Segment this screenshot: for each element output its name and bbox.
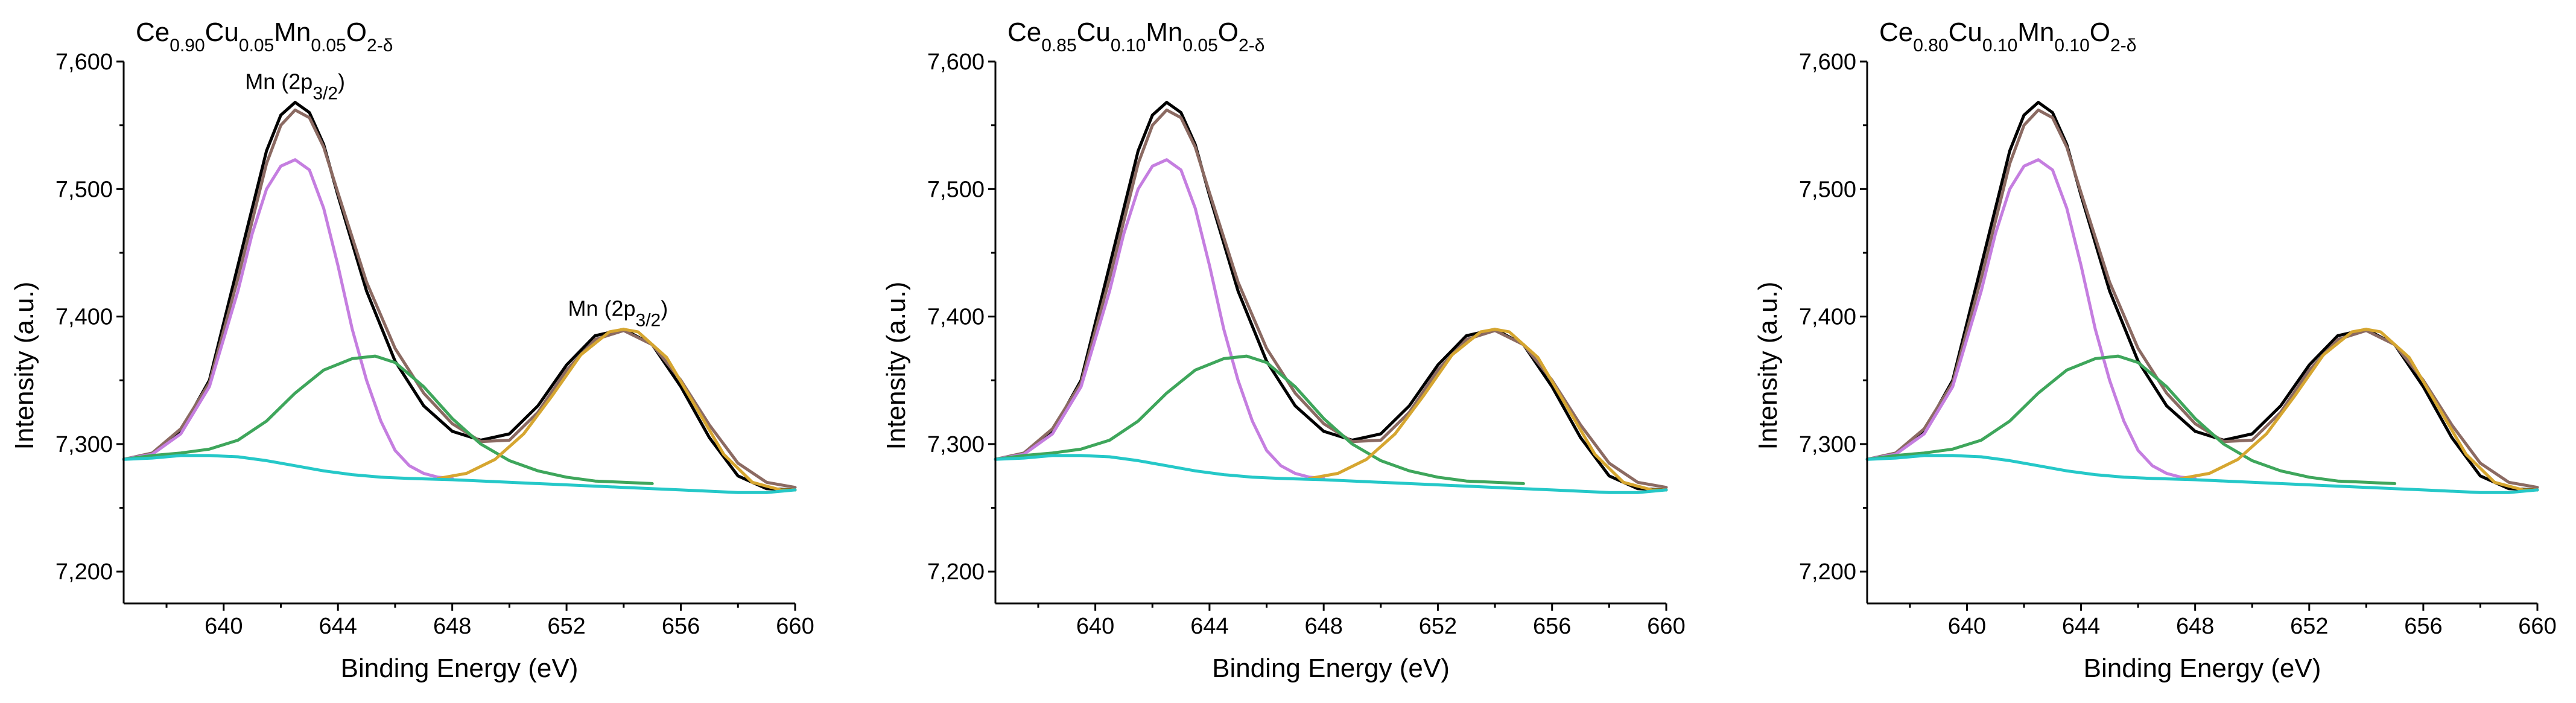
x-axis-title: Binding Energy (eV) [341, 654, 579, 683]
x-axis-title: Binding Energy (eV) [2084, 654, 2321, 683]
series-line-background [994, 454, 1668, 494]
chart-panel-1: 7,200 7,300 7,400 7,500 7,600 640 644 648 652 656… [10, 17, 814, 683]
series-line-mn-2p3-2-peak-1 [994, 158, 1325, 480]
series-line-satellite-peak [994, 354, 1525, 485]
peak-label: Mn (2p3/2) [245, 69, 345, 103]
y-tick-label: 7,300 [1799, 432, 1856, 457]
x-tick-label: 660 [776, 614, 814, 639]
series-line-satellite-peak [122, 354, 654, 485]
y-tick-label: 7,400 [56, 305, 113, 330]
series-line-mn-2p3-2-peak-1 [1865, 158, 2197, 480]
x-tick-label: 640 [205, 614, 243, 639]
y-tick-label: 7,200 [927, 559, 985, 585]
series-line-fit-envelope [994, 108, 1668, 489]
series-line-experimental [994, 101, 1668, 492]
series-line-background [1865, 454, 2539, 494]
series-line-mn-2p3-2-peak-1 [122, 158, 454, 480]
x-tick-label: 660 [1647, 614, 1685, 639]
y-tick-label: 7,200 [1799, 559, 1856, 585]
x-tick-label: 640 [1076, 614, 1114, 639]
x-tick-label: 648 [2176, 614, 2214, 639]
series-line-satellite-peak [1865, 354, 2397, 485]
y-tick-label: 7,500 [1799, 177, 1856, 202]
x-axis-title: Binding Energy (eV) [1212, 654, 1450, 683]
x-tick-label: 644 [2062, 614, 2100, 639]
x-tick-label: 656 [1533, 614, 1571, 639]
chart-panel-2: 7,200 7,300 7,400 7,500 7,600 640 644 648 652 656… [881, 17, 1686, 683]
y-tick-label: 7,200 [56, 559, 113, 585]
x-tick-label: 640 [1948, 614, 1986, 639]
y-tick-label: 7,400 [927, 305, 985, 330]
y-tick-label: 7,400 [1799, 305, 1856, 330]
panel-title: Ce0.90Cu0.05Mn0.05O2-δ [136, 17, 393, 56]
y-axis-title: Intensity (a.u.) [881, 282, 911, 450]
y-tick-label: 7,600 [927, 49, 985, 75]
x-tick-label: 652 [547, 614, 585, 639]
y-tick-label: 7,300 [927, 432, 985, 457]
series-line-mn-2p1-2-peak [1308, 328, 1668, 492]
series-line-fit-envelope [1865, 108, 2539, 489]
y-tick-label: 7,600 [56, 49, 113, 75]
panel-title: Ce0.85Cu0.10Mn0.05O2-δ [1007, 17, 1264, 56]
series-line-fit-envelope [122, 108, 797, 489]
x-tick-label: 656 [2404, 614, 2442, 639]
series-line-experimental [1865, 101, 2539, 492]
x-tick-label: 660 [2518, 614, 2556, 639]
y-axis-title: Intensity (a.u.) [10, 282, 39, 450]
peak-label: Mn (2p3/2) [568, 296, 668, 330]
panel-title: Ce0.80Cu0.10Mn0.10O2-δ [1879, 17, 2136, 56]
series-line-mn-2p1-2-peak [2179, 328, 2539, 492]
series-line-background [122, 454, 797, 494]
x-tick-label: 648 [433, 614, 471, 639]
y-axis-title: Intensity (a.u.) [1753, 282, 1783, 450]
y-tick-label: 7,500 [927, 177, 985, 202]
x-tick-label: 644 [319, 614, 357, 639]
x-tick-label: 652 [1419, 614, 1457, 639]
x-tick-label: 644 [1190, 614, 1228, 639]
x-tick-label: 648 [1304, 614, 1342, 639]
chart-panel-3: 7,200 7,300 7,400 7,500 7,600 640 644 648 652 656… [1753, 17, 2557, 683]
y-tick-label: 7,600 [1799, 49, 1856, 75]
x-tick-label: 656 [662, 614, 700, 639]
y-tick-label: 7,300 [56, 432, 113, 457]
series-line-experimental [122, 101, 797, 492]
y-tick-label: 7,500 [56, 177, 113, 202]
series-line-mn-2p1-2-peak [436, 328, 797, 492]
x-tick-label: 652 [2290, 614, 2328, 639]
